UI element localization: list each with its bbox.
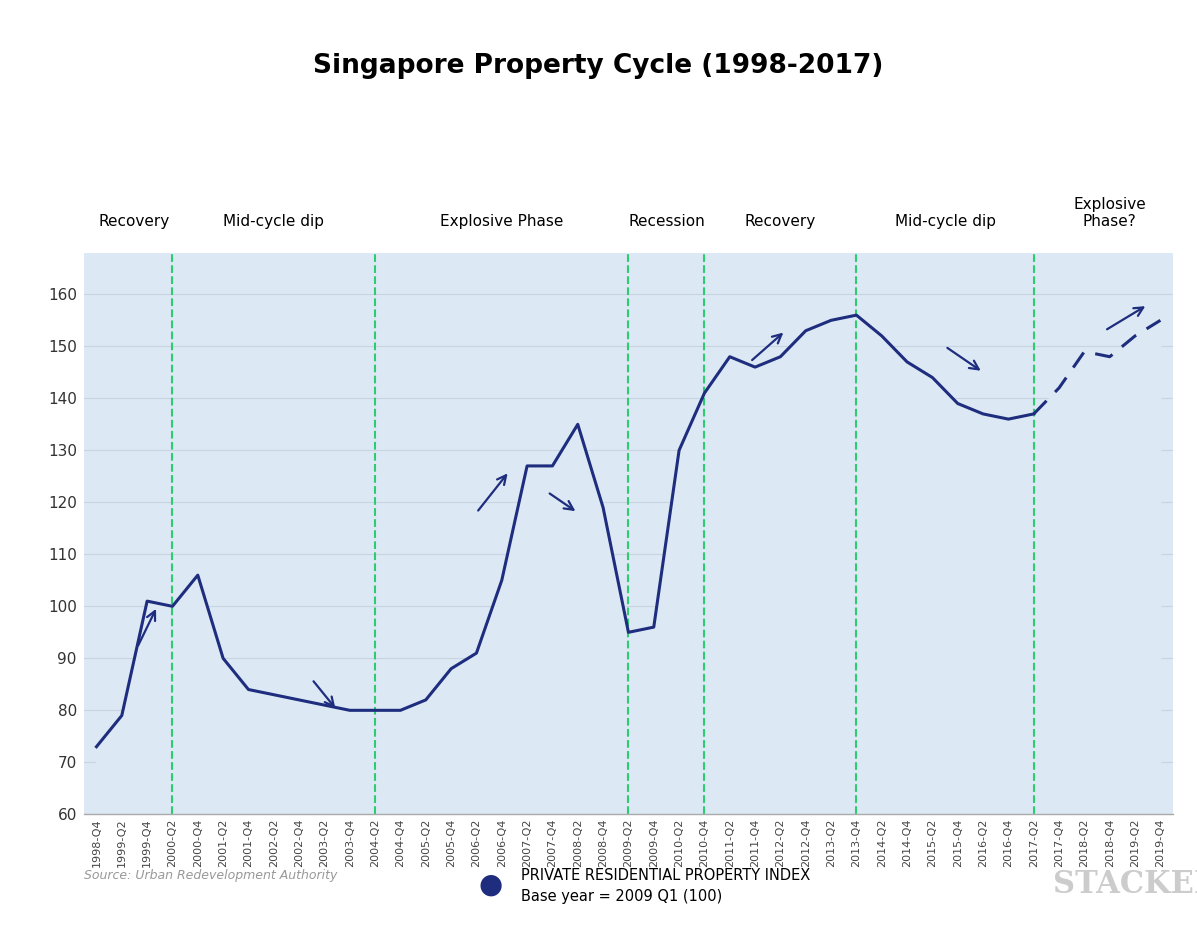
Text: Source: Urban Redevelopment Authority: Source: Urban Redevelopment Authority: [84, 869, 338, 882]
Text: Recovery: Recovery: [99, 214, 170, 229]
Text: Recession: Recession: [628, 214, 705, 229]
Text: ●: ●: [479, 870, 503, 899]
Text: PRIVATE RESIDENTIAL PROPERTY INDEX: PRIVATE RESIDENTIAL PROPERTY INDEX: [521, 868, 810, 883]
Text: Explosive
Phase?: Explosive Phase?: [1074, 197, 1146, 229]
Text: STACKED: STACKED: [1053, 869, 1197, 900]
Text: Singapore Property Cycle (1998-2017): Singapore Property Cycle (1998-2017): [314, 52, 883, 79]
Text: Mid-cycle dip: Mid-cycle dip: [894, 214, 996, 229]
Text: Recovery: Recovery: [745, 214, 816, 229]
Text: Mid-cycle dip: Mid-cycle dip: [224, 214, 324, 229]
Text: Explosive Phase: Explosive Phase: [440, 214, 564, 229]
Text: Base year = 2009 Q1 (100): Base year = 2009 Q1 (100): [521, 889, 722, 904]
